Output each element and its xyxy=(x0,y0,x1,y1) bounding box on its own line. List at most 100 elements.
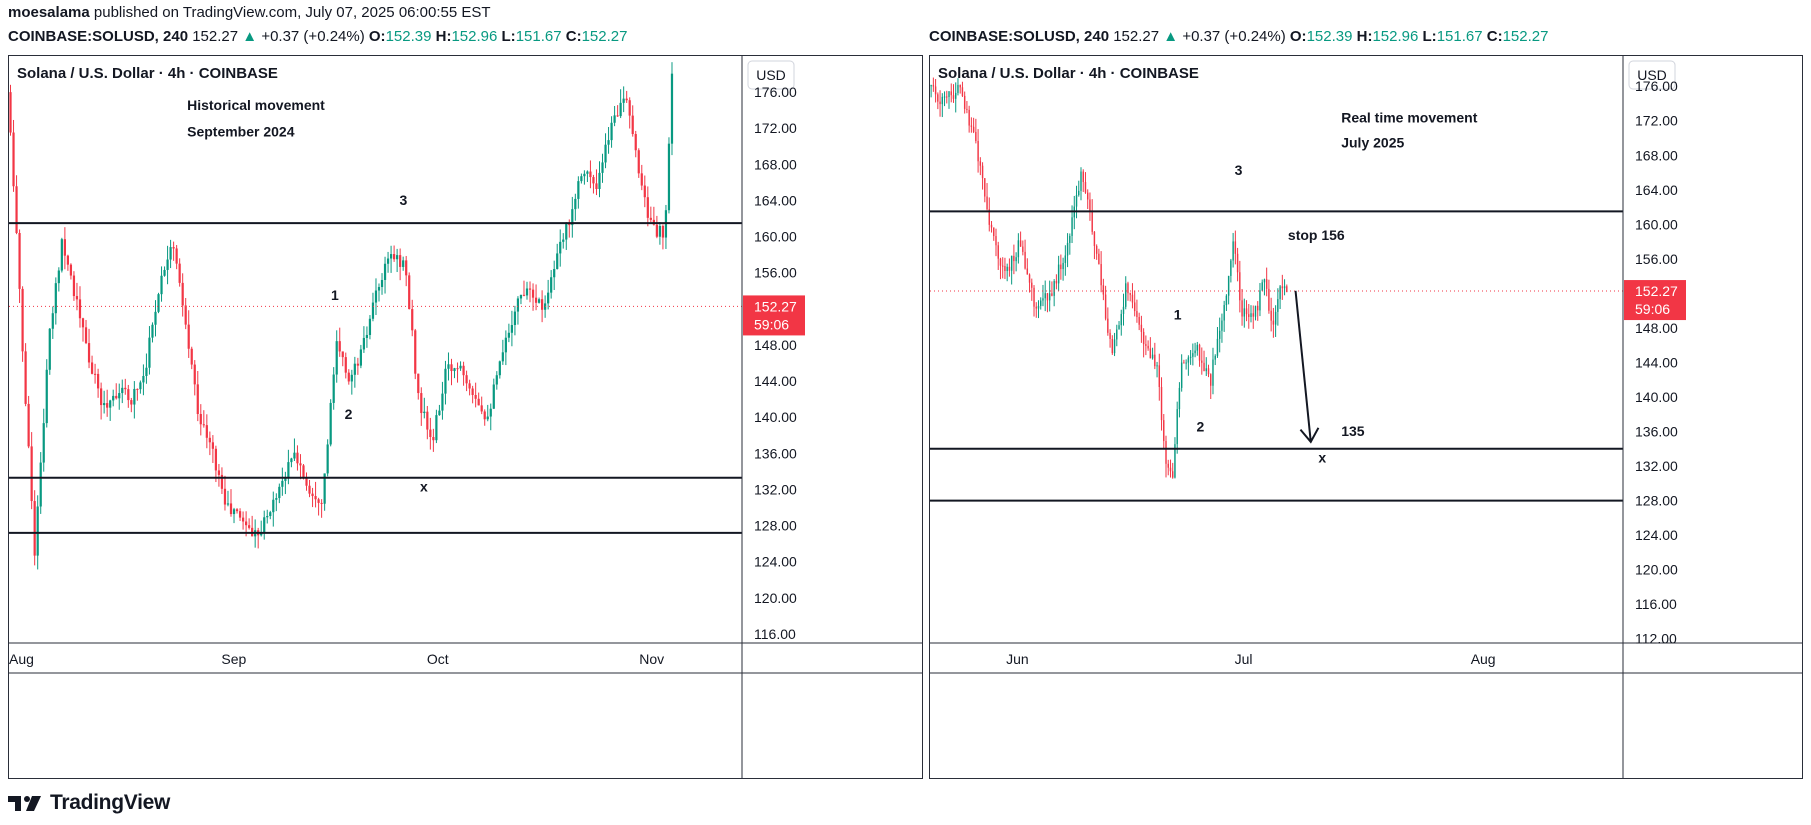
candle-body xyxy=(217,470,221,475)
candle-body xyxy=(1026,268,1029,275)
candle-body xyxy=(423,411,426,414)
candle-body xyxy=(625,98,628,101)
candle-body xyxy=(241,517,245,522)
candle-body xyxy=(1015,257,1017,262)
candle-body xyxy=(166,259,169,270)
candle-body xyxy=(1048,293,1051,301)
price-countdown: 59:06 xyxy=(1635,301,1670,317)
candle-body xyxy=(946,96,948,98)
chart-annotation[interactable]: x xyxy=(1318,450,1326,466)
chart-svg-historical[interactable]: Historical movement September 2024 3 1 2 x Sol… xyxy=(9,56,922,778)
candle-body xyxy=(1107,318,1109,333)
chart-annotation[interactable]: 135 xyxy=(1341,423,1365,439)
chart-annotation[interactable]: stop 156 xyxy=(1288,227,1345,243)
chart-title[interactable]: Solana / U.S. Dollar · 4h · COINBASE xyxy=(938,65,1199,82)
price-tick-label: 132.00 xyxy=(1635,458,1678,474)
chart-annotation[interactable]: 3 xyxy=(1235,162,1243,178)
candle-body xyxy=(392,254,396,260)
candle-body xyxy=(540,299,544,310)
chart-annotation[interactable]: 2 xyxy=(1197,419,1205,435)
candle-body xyxy=(335,341,338,375)
published-text: published on TradingView.com, July 07, 2… xyxy=(93,4,491,21)
candle-body xyxy=(362,337,366,350)
candle-body xyxy=(977,140,979,162)
candle-body xyxy=(495,375,498,385)
chart-annotation[interactable]: Real time movement xyxy=(1341,109,1477,125)
high-label: H: xyxy=(1356,28,1373,45)
candle-body xyxy=(589,171,592,178)
symbol-name[interactable]: COINBASE:SOLUSD, 240 xyxy=(929,28,1110,45)
candle-body xyxy=(1078,190,1080,196)
candle-body xyxy=(999,258,1002,266)
candle-body xyxy=(211,442,214,449)
candle-body xyxy=(1252,313,1254,317)
candle-body xyxy=(100,388,103,406)
chart-title[interactable]: Solana / U.S. Dollar · 4h · COINBASE xyxy=(17,65,278,82)
chart-annotation[interactable]: September 2024 xyxy=(187,123,295,139)
candle-body xyxy=(87,343,91,363)
candle-body xyxy=(405,260,408,276)
candle-body xyxy=(93,373,97,375)
candle-body xyxy=(190,348,193,365)
chart-annotation[interactable]: 3 xyxy=(399,192,407,208)
close-value: 152.27 xyxy=(581,28,628,45)
candle-body xyxy=(199,414,202,425)
currency-button[interactable]: USD xyxy=(747,60,795,90)
plot-area[interactable]: Real time movement July 2025 3 stop 156 1 2 13… xyxy=(930,77,1623,502)
currency-button[interactable]: USD xyxy=(1628,60,1676,90)
candle-body xyxy=(598,172,601,189)
chart-annotation[interactable]: x xyxy=(420,478,428,494)
candle-body xyxy=(1091,211,1093,232)
candle-body xyxy=(1093,231,1096,247)
price-tick-label: 164.00 xyxy=(1635,182,1678,198)
chart-svg-realtime[interactable]: Real time movement July 2025 3 stop 156 1 2 13… xyxy=(930,56,1802,778)
currency-button-box xyxy=(747,60,795,90)
last-price-tag-box xyxy=(743,295,805,336)
tradingview-logo[interactable]: TradingView xyxy=(8,790,170,816)
plot-area[interactable]: Historical movement September 2024 3 1 2 x xyxy=(9,62,742,570)
candle-body xyxy=(1277,299,1279,312)
candle-body xyxy=(124,387,127,390)
candle-body xyxy=(196,384,199,415)
candle-body xyxy=(1095,246,1098,254)
candle-body xyxy=(118,393,121,399)
currency-label[interactable]: USD xyxy=(756,67,786,83)
chart-annotation[interactable]: Historical movement xyxy=(187,97,325,113)
candle-body xyxy=(1243,308,1246,317)
chart-annotation[interactable]: 1 xyxy=(1174,306,1182,322)
candle-body xyxy=(169,247,172,260)
chart-annotation[interactable]: 2 xyxy=(345,406,353,422)
tradingview-logo-icon xyxy=(8,796,41,811)
candle-body xyxy=(930,85,932,87)
candle-body xyxy=(528,288,532,290)
candle-body xyxy=(226,503,230,505)
candle-body xyxy=(595,183,598,189)
close-label: C: xyxy=(1486,28,1503,45)
author-name[interactable]: moesalama xyxy=(8,4,90,21)
forecast-arrow-line[interactable] xyxy=(1294,290,1312,442)
publish-info: moesalama published on TradingView.com, … xyxy=(8,4,491,21)
candle-body xyxy=(1064,255,1067,263)
candle-body xyxy=(1201,360,1203,363)
symbol-name[interactable]: COINBASE:SOLUSD, 240 xyxy=(8,28,189,45)
chart-panel-realtime[interactable]: Real time movement July 2025 3 stop 156 1 2 13… xyxy=(929,55,1803,779)
up-triangle-icon: ▲ xyxy=(242,28,258,45)
candle-body xyxy=(326,444,329,474)
candle-body xyxy=(229,503,233,515)
candle-body xyxy=(580,176,583,182)
chart-annotation[interactable]: July 2025 xyxy=(1341,135,1404,151)
candle-body xyxy=(51,313,54,329)
candle-body xyxy=(157,294,160,312)
candle-body xyxy=(9,92,12,133)
candle-body xyxy=(133,388,136,405)
candle-body xyxy=(622,98,625,103)
candle-body xyxy=(1241,300,1243,317)
candle-body xyxy=(948,91,950,97)
chart-annotation[interactable]: 1 xyxy=(331,287,339,303)
candle-body xyxy=(408,275,411,310)
candle-body xyxy=(1239,272,1241,301)
candle-body xyxy=(1017,240,1020,258)
candle-body xyxy=(970,125,973,127)
chart-panel-historical[interactable]: Historical movement September 2024 3 1 2 x Sol… xyxy=(8,55,923,779)
currency-label[interactable]: USD xyxy=(1637,67,1667,83)
